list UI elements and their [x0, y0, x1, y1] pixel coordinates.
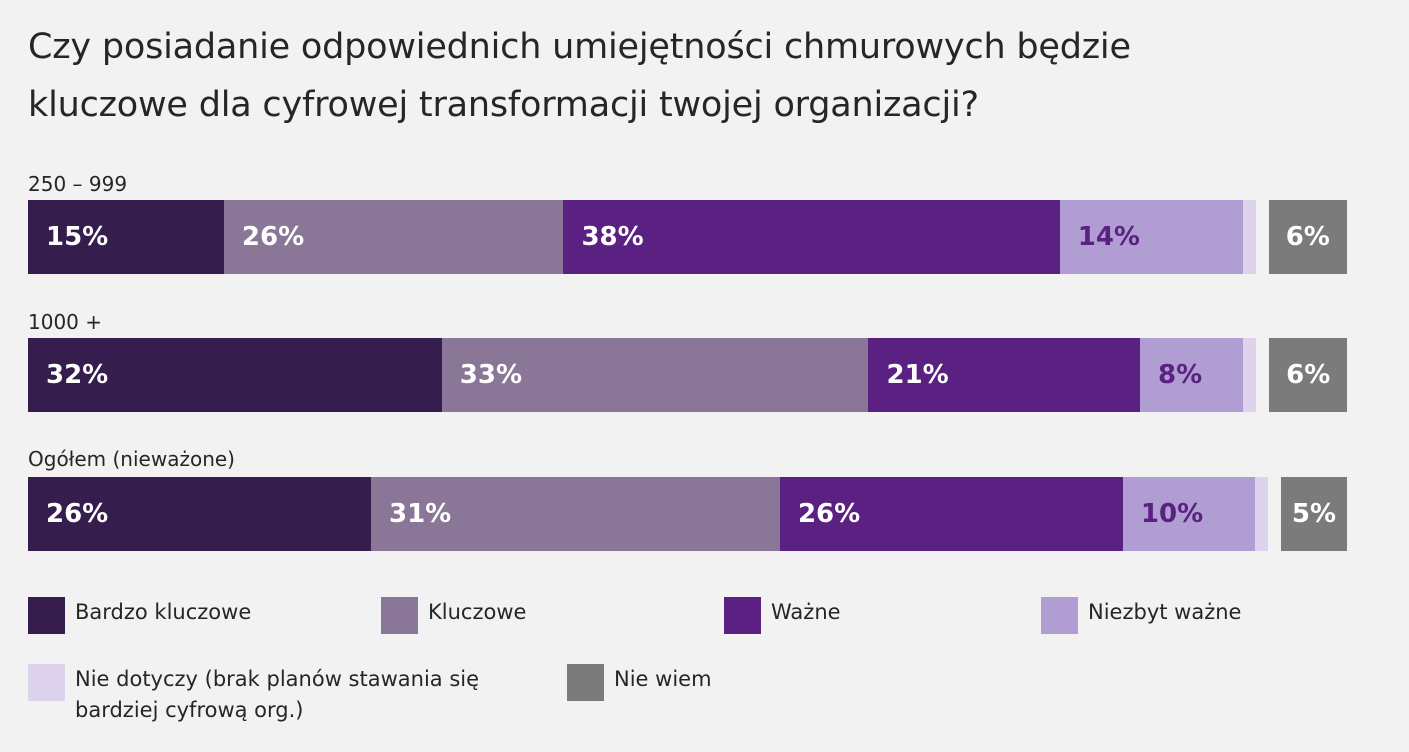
data-label: 38% — [581, 222, 644, 252]
legend-item-kluczowe: Kluczowe — [381, 597, 526, 634]
data-label: 14% — [1077, 222, 1140, 252]
bar-segment-wazne — [868, 338, 1141, 412]
legend-swatch — [28, 664, 65, 701]
data-label: 21% — [886, 360, 949, 390]
bar-row-250-999: 15% 26% 38% 14% 6% — [28, 200, 1347, 274]
legend-item-wazne: Ważne — [724, 597, 841, 634]
bar-segment-kluczowe — [441, 338, 869, 412]
data-label: 32% — [46, 360, 109, 390]
row-label-1000-plus: 1000 + — [28, 310, 103, 334]
chart-title: Czy posiadanie odpowiednich umiejętności… — [28, 27, 1131, 125]
legend-label: Niezbyt ważne — [1088, 600, 1242, 624]
bar-segment-kluczowe — [370, 477, 780, 551]
bar-segment-wazne — [779, 477, 1123, 551]
legend-swatch — [381, 597, 418, 634]
bar-segment-niezbyt-wazne — [1122, 477, 1255, 551]
row-label-overall: Ogółem (nieważone) — [28, 447, 235, 471]
bar-segment-nie-wiem — [1281, 477, 1347, 551]
bar-segment-nie-dotyczy — [1242, 200, 1256, 274]
legend-item-bardzo-kluczowe: Bardzo kluczowe — [28, 597, 251, 634]
bar-row-overall: 26% 31% 26% 10% 5% — [28, 477, 1347, 551]
data-label: 15% — [46, 222, 109, 252]
data-label: 26% — [46, 499, 109, 529]
legend-label: Ważne — [771, 600, 841, 624]
bar-segment-bardzo-kluczowe — [28, 477, 371, 551]
legend-swatch — [1041, 597, 1078, 634]
legend-swatch — [28, 597, 65, 634]
bar-segment-wazne — [563, 200, 1060, 274]
bar-row-1000-plus: 32% 33% 21% 8% 6% — [28, 338, 1347, 412]
legend-label: Nie dotyczy (brak planów stawania się ba… — [75, 667, 480, 722]
bar-segment-bardzo-kluczowe — [28, 338, 442, 412]
bar-segment-nie-dotyczy — [1243, 338, 1257, 412]
bar-segment-nie-wiem — [1269, 338, 1347, 412]
bar-segment-nie-wiem — [1268, 200, 1347, 274]
data-label: 26% — [797, 499, 861, 529]
row-label-250-999: 250 – 999 — [28, 172, 128, 196]
bar-segment-bardzo-kluczowe — [28, 200, 224, 274]
bar-segment-niezbyt-wazne — [1059, 200, 1243, 274]
legend-item-niezbyt-wazne: Niezbyt ważne — [1041, 597, 1241, 634]
legend-swatch — [724, 597, 761, 634]
data-label: 31% — [388, 499, 452, 529]
bar-segment-kluczowe — [223, 200, 564, 274]
data-label: 6% — [1286, 360, 1331, 390]
data-label: 8% — [1158, 360, 1203, 390]
data-label: 5% — [1291, 499, 1337, 529]
legend-label: Nie wiem — [614, 667, 712, 691]
legend-item-nie-wiem: Nie wiem — [567, 664, 712, 701]
bar-segment-nie-dotyczy — [1254, 477, 1269, 551]
legend-swatch — [567, 664, 604, 701]
data-label: 33% — [459, 360, 523, 390]
data-label: 26% — [241, 222, 305, 252]
legend-label: Kluczowe — [428, 600, 527, 624]
legend-item-nie-dotyczy: Nie dotyczy (brak planów stawania się ba… — [28, 664, 479, 726]
bar-segment-niezbyt-wazne — [1140, 338, 1244, 412]
data-label: 6% — [1285, 222, 1330, 252]
legend-label: Bardzo kluczowe — [75, 600, 252, 624]
data-label: 10% — [1140, 499, 1204, 529]
